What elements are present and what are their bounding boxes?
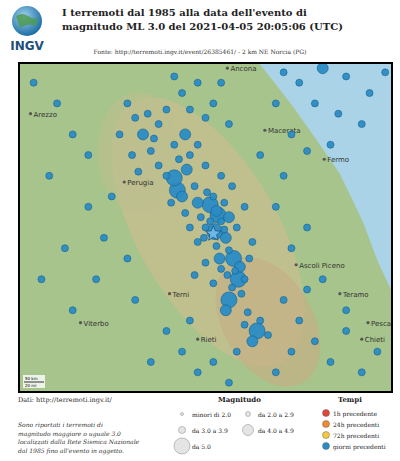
svg-text:24h precedenti: 24h precedenti bbox=[333, 421, 379, 429]
svg-text:20 mi: 20 mi bbox=[25, 383, 36, 388]
html-text:dal 1985 fino all'evento in og: dal 1985 fino all'evento in oggetto. bbox=[18, 446, 124, 454]
svg-text:1h precedente: 1h precedente bbox=[333, 410, 377, 418]
svg-text:72h precedenti: 72h precedenti bbox=[333, 432, 379, 440]
svg-text:Arezzo: Arezzo bbox=[34, 111, 57, 119]
html-text:localizzati dalla Rete Sismica: localizzati dalla Rete Sismica Nazionale bbox=[18, 438, 140, 445]
svg-text:Rieti: Rieti bbox=[201, 336, 217, 344]
svg-text:Viterbo: Viterbo bbox=[84, 320, 109, 328]
html-text:I terremoti dal 1985 alla data: I terremoti dal 1985 alla data dell'even… bbox=[62, 7, 307, 18]
svg-text:minori di 2.0: minori di 2.0 bbox=[192, 411, 231, 418]
svg-text:Terni: Terni bbox=[172, 291, 190, 299]
svg-text:Fermo: Fermo bbox=[327, 156, 349, 164]
html-text:Sono riportati i terremoti di: Sono riportati i terremoti di bbox=[18, 421, 103, 428]
svg-text:da 3.0 a 3.9: da 3.0 a 3.9 bbox=[192, 427, 228, 434]
svg-text:giorni precedenti: giorni precedenti bbox=[333, 443, 386, 451]
html-text:Fonte: http://terremoti.ingv.i: Fonte: http://terremoti.ingv.it/event/26… bbox=[93, 48, 307, 55]
svg-text:Ascoli Piceno: Ascoli Piceno bbox=[299, 262, 345, 270]
svg-text:Chieti: Chieti bbox=[365, 336, 385, 344]
svg-text:Perugia: Perugia bbox=[127, 179, 153, 187]
html-text:magnitudo ML 3.0 del 2021-04-0: magnitudo ML 3.0 del 2021-04-05 20:05:06… bbox=[62, 21, 343, 32]
svg-text:50 km: 50 km bbox=[25, 376, 38, 381]
svg-text:Macerata: Macerata bbox=[268, 127, 301, 135]
svg-text:Ancona: Ancona bbox=[230, 65, 256, 73]
html-text:Dati: http://terremoti.ingv.it: Dati: http://terremoti.ingv.it/ bbox=[18, 396, 112, 404]
svg-text:Pescara: Pescara bbox=[371, 320, 392, 328]
svg-text:da 5.0: da 5.0 bbox=[192, 443, 211, 450]
svg-text:Magnitudo: Magnitudo bbox=[218, 395, 261, 404]
svg-text:da 4.0 a 4.9: da 4.0 a 4.9 bbox=[258, 427, 294, 434]
svg-text:INGV: INGV bbox=[10, 39, 44, 53]
svg-text:da 2.0 a 2.9: da 2.0 a 2.9 bbox=[258, 411, 294, 418]
svg-text:Tempi: Tempi bbox=[338, 395, 362, 404]
svg-text:Teramo: Teramo bbox=[342, 291, 369, 299]
html-text:magnitudo maggiore o uguale 3.: magnitudo maggiore o uguale 3.0 bbox=[18, 429, 121, 437]
